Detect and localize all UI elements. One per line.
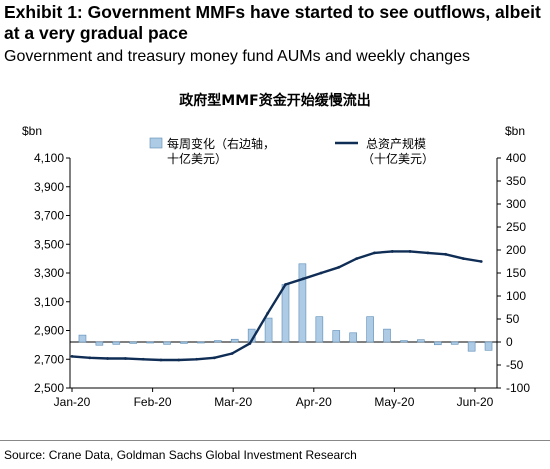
bar-4 xyxy=(146,341,154,344)
left-tick-label: 3,500 xyxy=(34,237,64,251)
legend-line-label: 总资产规模 xyxy=(366,136,426,151)
bar-15 xyxy=(332,330,341,343)
x-tick-label: May-20 xyxy=(374,395,414,409)
x-tick-label: Mar-20 xyxy=(214,395,252,409)
right-tick-label: 200 xyxy=(506,243,526,257)
left-axis-unit: $bn xyxy=(22,124,42,138)
legend-bar-swatch xyxy=(149,137,163,149)
line-point-11 xyxy=(266,311,270,315)
bar-series xyxy=(78,263,493,352)
left-tick-label: 4,100 xyxy=(34,151,64,165)
right-tick-label: -100 xyxy=(506,381,530,395)
line-point-1 xyxy=(88,356,92,360)
bar-6 xyxy=(180,341,188,344)
right-tick-label: 0 xyxy=(506,335,513,349)
line-point-2 xyxy=(106,357,109,360)
right-tick-label: 300 xyxy=(506,197,526,211)
x-tick-label: Jun-20 xyxy=(457,395,494,409)
chart-title: 政府型MMF资金开始缓慢流出 xyxy=(179,93,371,109)
line-point-5 xyxy=(159,358,163,362)
x-tick-label: Jan-20 xyxy=(54,395,91,409)
line-point-16 xyxy=(355,257,359,261)
right-tick-label: 50 xyxy=(506,312,520,326)
bar-18 xyxy=(383,328,391,343)
right-tick-label: -50 xyxy=(506,358,524,372)
bar-5 xyxy=(163,341,171,345)
x-tick-label: Feb-20 xyxy=(134,395,172,409)
bar-17 xyxy=(366,316,374,343)
line-point-21 xyxy=(444,252,448,256)
line-point-17 xyxy=(373,251,376,255)
source-divider xyxy=(0,440,550,441)
right-tick-label: 250 xyxy=(506,220,526,234)
line-point-9 xyxy=(230,352,234,355)
left-tick-label: 3,700 xyxy=(34,209,64,223)
bar-7 xyxy=(197,341,205,344)
bar-23 xyxy=(467,341,476,352)
line-point-6 xyxy=(177,358,181,362)
line-series xyxy=(70,250,483,362)
exhibit-subtitle: Government and treasury money fund AUMs … xyxy=(4,48,471,65)
legend-bar-label: 十亿美元） xyxy=(167,151,227,166)
bar-24 xyxy=(484,341,493,351)
aum-line xyxy=(71,250,482,362)
line-point-10 xyxy=(248,342,252,345)
bar-3 xyxy=(129,341,138,344)
bar-19 xyxy=(400,340,408,343)
line-point-0 xyxy=(70,354,74,358)
line-point-8 xyxy=(212,356,216,360)
left-tick-label: 3,100 xyxy=(34,295,64,309)
exhibit-title: Exhibit 1: Government MMFs have started … xyxy=(4,2,541,43)
line-point-18 xyxy=(390,250,394,253)
line-point-19 xyxy=(408,250,412,253)
axes: 2,500 2,700 2,900 3,100 3,300 3,500 3,700 3,900… xyxy=(34,151,530,409)
legend-line-label: （十亿美元） xyxy=(362,151,434,166)
right-tick-label: 350 xyxy=(506,174,526,188)
x-tick-label: Apr-20 xyxy=(296,395,332,409)
bar-13 xyxy=(298,263,307,343)
bar-12 xyxy=(281,284,290,343)
left-tick-label: 2,700 xyxy=(34,352,64,366)
right-axis-unit: $bn xyxy=(505,124,525,138)
chart-container: 政府型MMF资金开始缓慢流出 $bn $bn 2,500 2,700 2,900 3,… xyxy=(0,88,550,428)
bar-2 xyxy=(112,341,121,345)
bar-21 xyxy=(433,341,442,346)
source-note: Source: Crane Data, Goldman Sachs Global… xyxy=(4,448,357,462)
line-point-14 xyxy=(319,271,323,275)
line-point-20 xyxy=(426,251,430,255)
bar-11 xyxy=(264,317,273,343)
left-tick-label: 3,900 xyxy=(34,180,64,194)
right-tick-label: 150 xyxy=(506,266,526,280)
legend-bar-label: 每周变化（右边轴， xyxy=(167,136,275,151)
left-tick-label: 2,500 xyxy=(34,381,64,395)
legend: 每周变化（右边轴，十亿美元） 总资产规模（十亿美元） xyxy=(149,136,434,166)
left-tick-label: 2,900 xyxy=(34,324,64,338)
line-point-15 xyxy=(337,265,341,269)
bar-0 xyxy=(78,334,87,343)
line-point-23 xyxy=(479,260,483,263)
line-point-13 xyxy=(301,277,305,281)
left-tick-label: 3,300 xyxy=(34,266,64,280)
bar-22 xyxy=(450,341,459,345)
bar-20 xyxy=(417,339,425,343)
bar-8 xyxy=(214,340,222,343)
right-tick-label: 100 xyxy=(506,289,526,303)
bar-14 xyxy=(315,316,324,343)
right-tick-label: 400 xyxy=(506,151,526,165)
line-point-7 xyxy=(195,357,198,361)
line-point-12 xyxy=(284,283,287,286)
line-point-4 xyxy=(141,357,145,361)
line-point-3 xyxy=(123,357,127,360)
bar-9 xyxy=(230,338,239,343)
chart-svg: $bn $bn 2,500 2,700 2,900 3,100 3,300 3,500 3,… xyxy=(22,124,530,409)
bar-16 xyxy=(349,332,357,343)
line-point-22 xyxy=(462,257,465,261)
bar-1 xyxy=(95,341,104,346)
